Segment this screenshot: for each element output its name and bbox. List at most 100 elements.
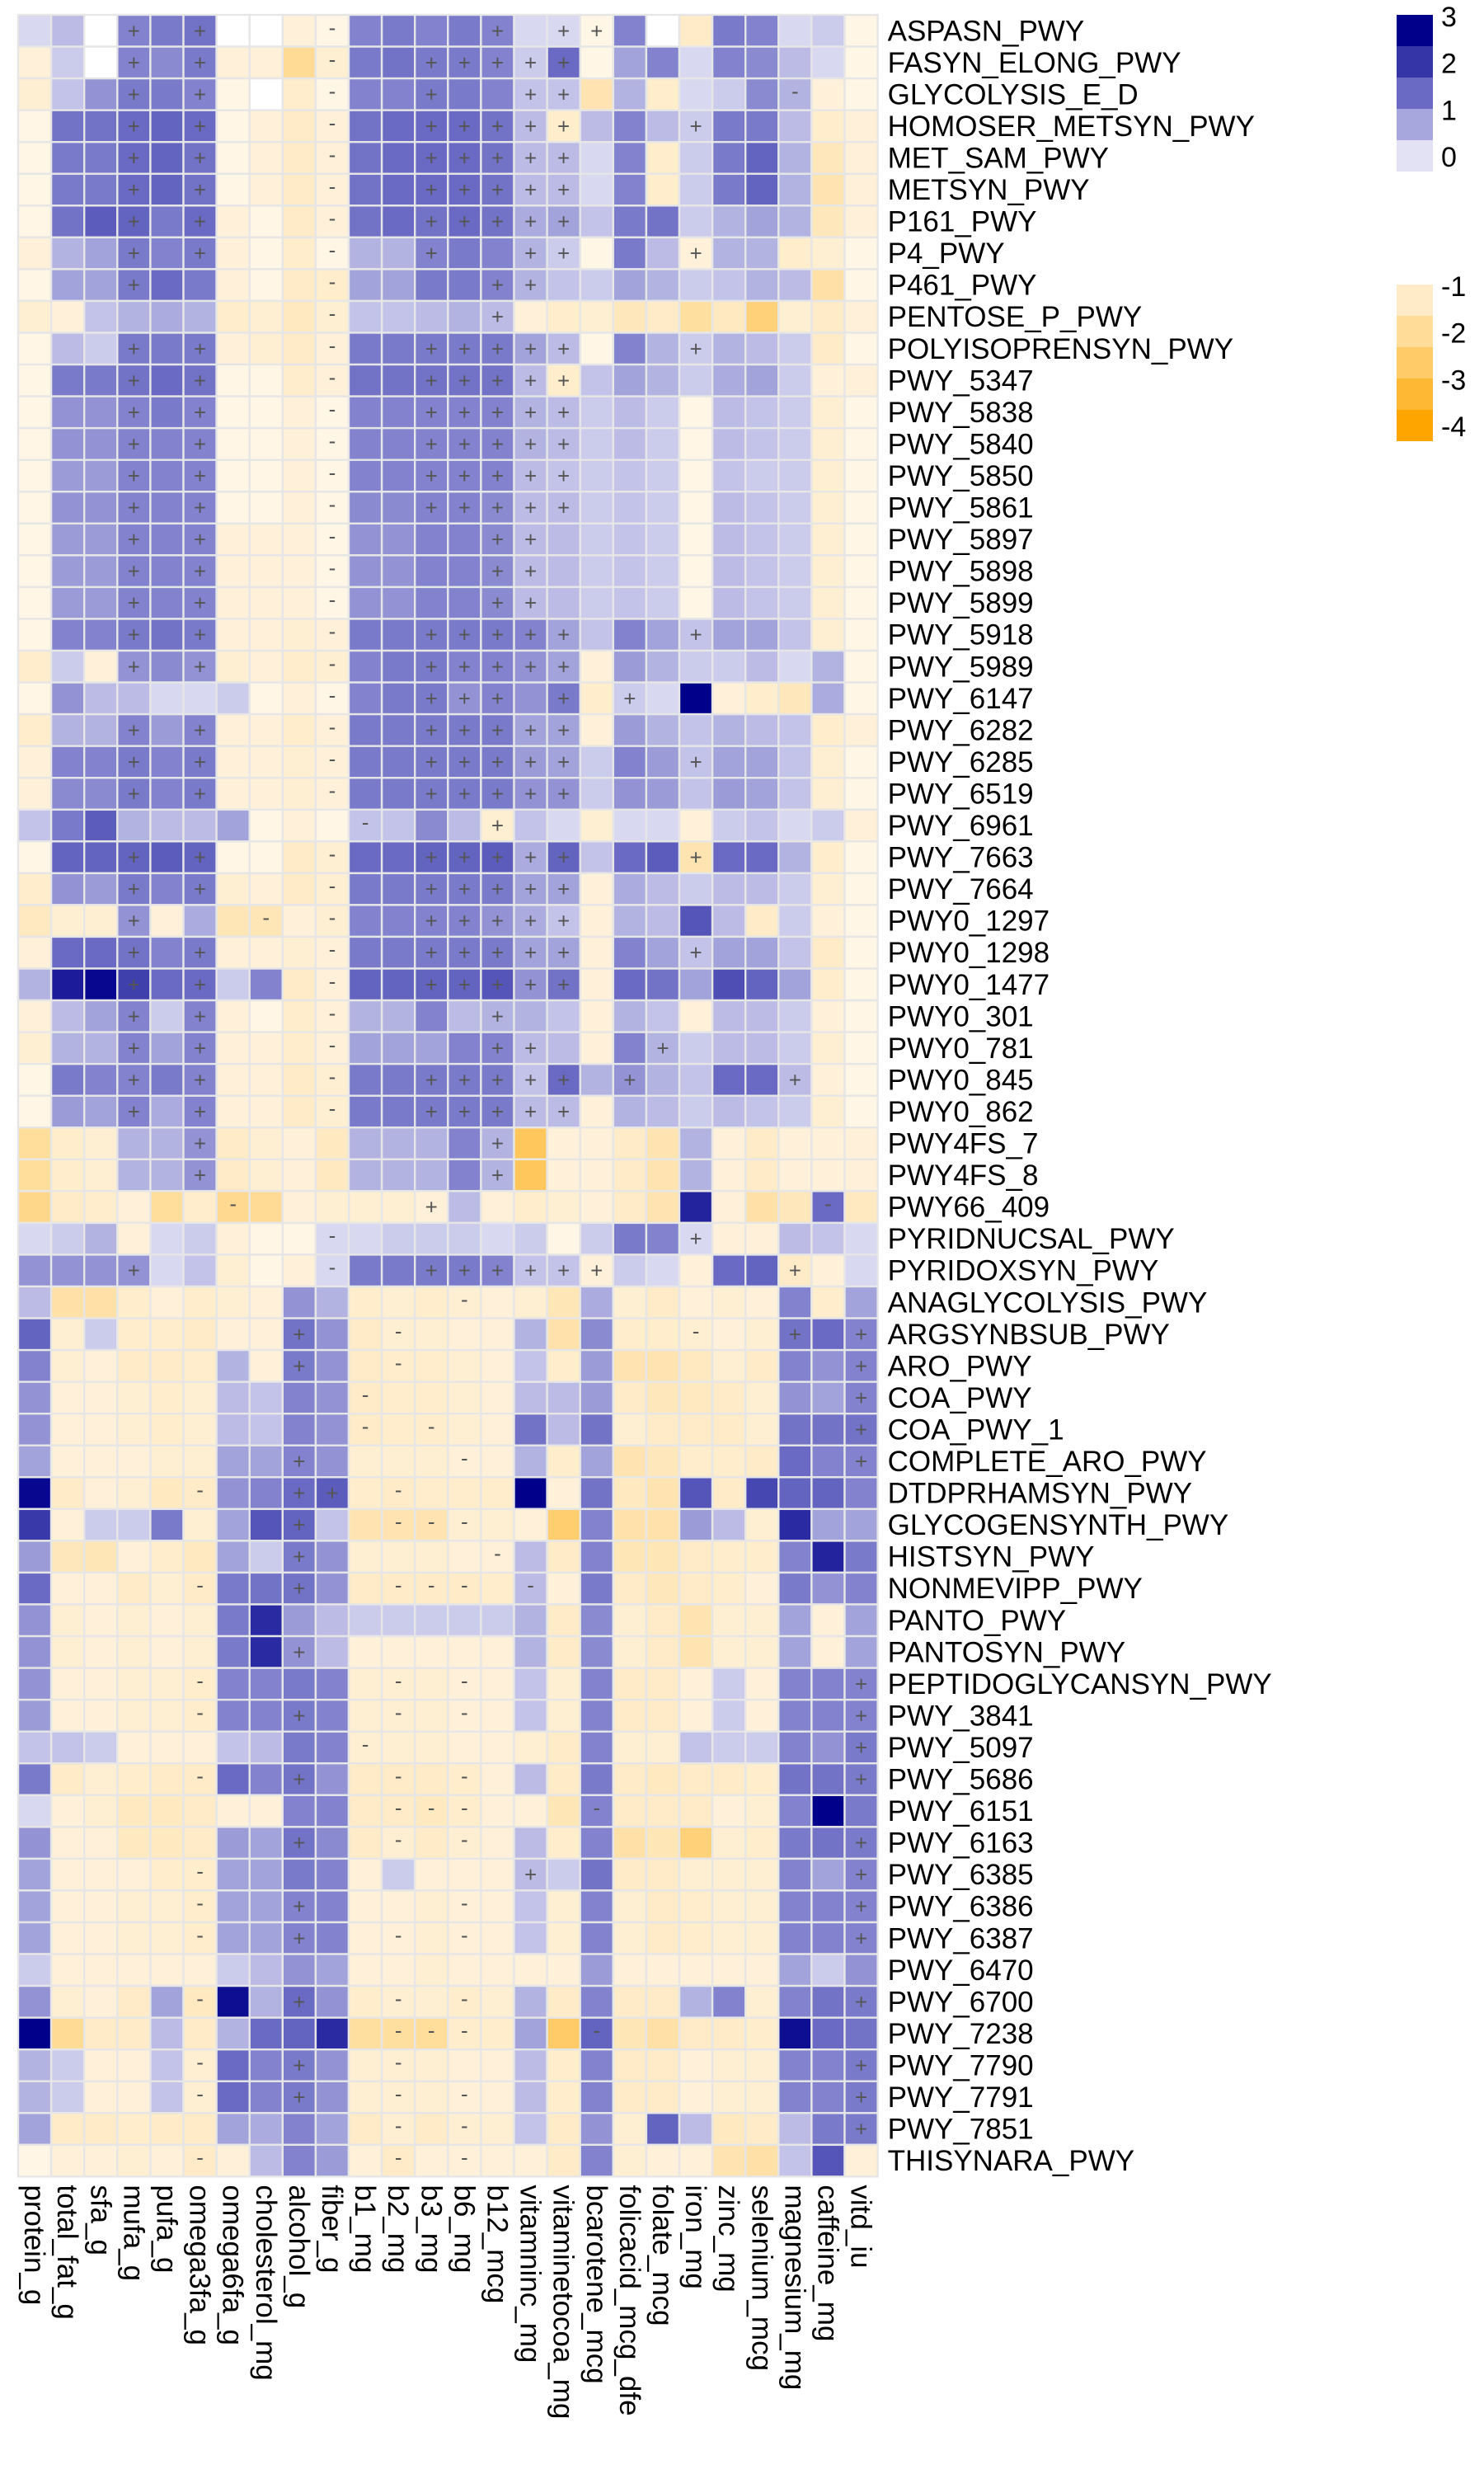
significance-mark: + bbox=[194, 114, 206, 139]
heatmap-cell bbox=[49, 872, 86, 906]
significance-mark: + bbox=[789, 1067, 801, 1092]
heatmap-cell bbox=[777, 2048, 813, 2082]
heatmap-cell bbox=[414, 1031, 449, 1065]
heatmap-cell bbox=[248, 1317, 284, 1352]
heatmap-cell bbox=[480, 1857, 515, 1892]
heatmap-cell bbox=[711, 1540, 747, 1574]
heatmap-cell bbox=[678, 1634, 714, 1669]
significance-mark: - bbox=[329, 111, 336, 135]
heatmap-cell bbox=[711, 491, 747, 524]
heatmap-cell bbox=[215, 332, 251, 366]
heatmap-cell bbox=[711, 872, 747, 906]
heatmap-cell bbox=[248, 872, 284, 906]
heatmap-cell bbox=[447, 1412, 482, 1446]
heatmap-cell bbox=[380, 745, 416, 779]
heatmap-cell bbox=[546, 1190, 581, 1225]
heatmap-cell bbox=[182, 1062, 218, 1097]
significance-mark: + bbox=[194, 623, 206, 647]
heatmap-cell bbox=[281, 681, 317, 716]
heatmap-cell bbox=[843, 1380, 879, 1415]
heatmap-cell bbox=[16, 172, 53, 207]
significance-mark: - bbox=[329, 873, 336, 898]
heatmap-cell bbox=[579, 1285, 615, 1319]
heatmap-cell bbox=[314, 1634, 350, 1669]
heatmap-cell bbox=[248, 554, 284, 589]
heatmap-cell bbox=[248, 1253, 284, 1288]
significance-mark: + bbox=[491, 273, 504, 298]
significance-mark: + bbox=[425, 1099, 438, 1124]
heatmap-cell bbox=[678, 13, 714, 48]
heatmap-cell bbox=[347, 2112, 383, 2147]
heatmap-cell bbox=[711, 1603, 747, 1638]
heatmap-cell bbox=[744, 777, 780, 811]
heatmap-cell bbox=[612, 1698, 648, 1733]
heatmap-cell bbox=[447, 1476, 482, 1511]
significance-mark: + bbox=[326, 1481, 338, 1506]
row-label: MET_SAM_PWY bbox=[888, 142, 1109, 174]
legend-swatch bbox=[1397, 379, 1433, 410]
heatmap-cell bbox=[579, 172, 615, 207]
heatmap-cell bbox=[347, 205, 383, 239]
heatmap-cell bbox=[447, 522, 482, 557]
heatmap-cell bbox=[777, 1094, 813, 1129]
heatmap-cell bbox=[612, 586, 648, 620]
significance-mark: + bbox=[458, 781, 471, 806]
heatmap-cell bbox=[711, 1667, 747, 1701]
heatmap-cell bbox=[49, 172, 86, 207]
heatmap-cell bbox=[414, 13, 449, 48]
heatmap-cell bbox=[612, 1190, 648, 1225]
heatmap-cell bbox=[314, 1444, 350, 1479]
heatmap-cell bbox=[546, 77, 581, 111]
heatmap-cell bbox=[281, 268, 317, 303]
significance-mark: + bbox=[194, 241, 206, 266]
heatmap-cell bbox=[347, 1221, 383, 1256]
heatmap-cell bbox=[810, 1634, 846, 1669]
heatmap-cell bbox=[579, 1762, 615, 1796]
heatmap-cell bbox=[82, 1031, 119, 1065]
row-label: PWY_6285 bbox=[888, 746, 1034, 778]
heatmap-cell bbox=[16, 140, 53, 175]
heatmap-cell bbox=[16, 1253, 53, 1288]
significance-mark: + bbox=[491, 1067, 504, 1092]
heatmap-cell bbox=[843, 140, 879, 175]
heatmap-cell bbox=[281, 332, 317, 366]
heatmap-cell bbox=[49, 13, 86, 48]
heatmap-cell bbox=[149, 2112, 185, 2147]
significance-mark: + bbox=[194, 1163, 206, 1188]
significance-mark: + bbox=[458, 623, 471, 647]
heatmap-cell bbox=[711, 1826, 747, 1860]
significance-mark: + bbox=[128, 972, 140, 997]
heatmap-cell bbox=[480, 1317, 515, 1352]
heatmap-cell bbox=[380, 554, 416, 589]
heatmap-cell bbox=[645, 649, 681, 684]
heatmap-cell bbox=[248, 1921, 284, 1955]
significance-mark: + bbox=[128, 909, 140, 934]
heatmap-cell bbox=[414, 808, 449, 843]
heatmap-cell bbox=[182, 2143, 218, 2178]
heatmap-cell bbox=[678, 554, 714, 589]
significance-mark: - bbox=[196, 1478, 204, 1503]
heatmap-cell bbox=[347, 1667, 383, 1701]
row-label: PWY_5899 bbox=[888, 587, 1034, 619]
heatmap-cell bbox=[843, 1062, 879, 1097]
column-label: protein_g bbox=[18, 2185, 50, 2305]
significance-mark: + bbox=[623, 1067, 636, 1092]
heatmap-cell bbox=[678, 904, 714, 938]
heatmap-cell bbox=[16, 1221, 53, 1256]
row-label: COMPLETE_ARO_PWY bbox=[888, 1446, 1207, 1478]
heatmap-cell bbox=[612, 1158, 648, 1192]
heatmap-cell bbox=[645, 554, 681, 589]
heatmap-cell bbox=[711, 140, 747, 175]
heatmap-cell bbox=[182, 1348, 218, 1383]
heatmap-cell bbox=[82, 1826, 119, 1860]
significance-mark: + bbox=[458, 145, 471, 170]
significance-mark: - bbox=[395, 1986, 402, 2011]
heatmap-cell bbox=[116, 1794, 152, 1828]
heatmap-cell bbox=[49, 45, 86, 80]
heatmap-cell bbox=[447, 299, 482, 334]
heatmap-cell bbox=[149, 1634, 185, 1669]
heatmap-cell bbox=[447, 935, 482, 970]
heatmap-cell bbox=[546, 522, 581, 557]
heatmap-cell bbox=[380, 1571, 416, 1606]
